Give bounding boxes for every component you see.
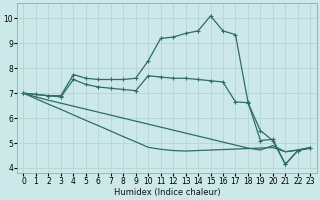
X-axis label: Humidex (Indice chaleur): Humidex (Indice chaleur) xyxy=(114,188,220,197)
